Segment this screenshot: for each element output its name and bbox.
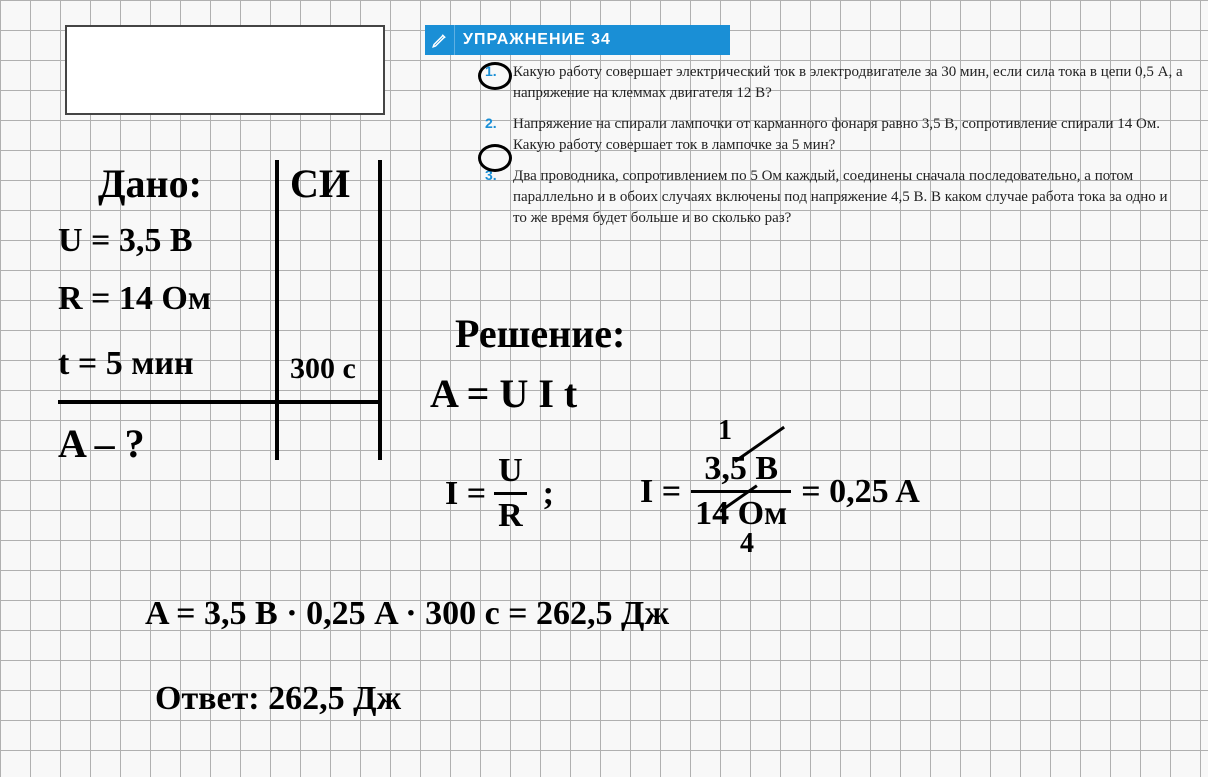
formula-a-uit: A = U I t — [430, 370, 577, 417]
pencil-icon — [425, 25, 455, 55]
cancel-1: 1 — [718, 415, 732, 447]
i-equals: I = — [445, 475, 486, 513]
dano-label: Дано: — [98, 160, 202, 207]
problem-item: 1. Какую работу совершает электрический … — [485, 62, 1185, 104]
frac-bot: R — [494, 497, 527, 535]
answer-line: Ответ: 262,5 Дж — [155, 680, 401, 718]
formula-i-ur: I = U R ; — [445, 452, 554, 535]
find: A – ? — [58, 420, 145, 467]
name-box — [65, 25, 385, 115]
problem-list: 1. Какую работу совершает электрический … — [485, 62, 1185, 239]
i-equals-2: I = — [640, 473, 681, 511]
problem-text: Какую работу совершает электрический ток… — [513, 62, 1185, 104]
calc-line: A = 3,5 В · 0,25 A · 300 с = 262,5 Дж — [145, 595, 669, 633]
given-t-si: 300 с — [290, 352, 356, 386]
formula-i-numeric: I = 3,5 В 14 Ом = 0,25 A — [640, 450, 920, 533]
exercise-title: УПРАЖНЕНИЕ 34 — [463, 31, 611, 49]
given-separator-hline — [58, 400, 378, 404]
exercise-header: УПРАЖНЕНИЕ 34 — [425, 25, 730, 55]
si-separator-vline — [378, 160, 382, 460]
problem-number: 3. — [485, 166, 513, 229]
problem-text: Напряжение на спирали лампочки от карман… — [513, 114, 1185, 156]
given-r: R = 14 Ом — [58, 280, 211, 318]
equals-result: = 0,25 A — [801, 473, 920, 511]
given-u: U = 3,5 В — [58, 222, 193, 260]
si-label: СИ — [290, 160, 350, 207]
semicolon: ; — [543, 475, 554, 513]
problem-number: 2. — [485, 114, 513, 156]
given-t: t = 5 мин — [58, 345, 194, 383]
cancel-4: 4 — [740, 528, 754, 560]
problem-item: 3. Два проводника, сопротивлением по 5 О… — [485, 166, 1185, 229]
problem-number: 1. — [485, 62, 513, 104]
problem-text: Два проводника, сопротивлением по 5 Ом к… — [513, 166, 1185, 229]
given-separator-vline — [275, 160, 279, 460]
reshenie-label: Решение: — [455, 310, 625, 357]
problem-item: 2. Напряжение на спирали лампочки от кар… — [485, 114, 1185, 156]
frac-top: U — [494, 452, 527, 490]
